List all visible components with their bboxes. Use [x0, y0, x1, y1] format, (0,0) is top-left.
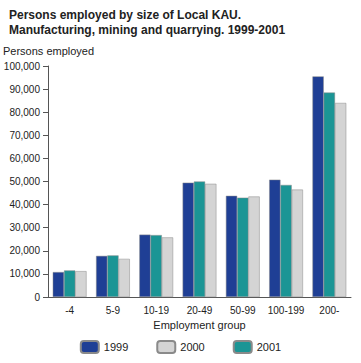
svg-text:20,000: 20,000 [9, 245, 40, 256]
svg-text:5-9: 5-9 [106, 305, 121, 316]
svg-text:0: 0 [34, 292, 40, 303]
svg-text:20-49: 20-49 [187, 305, 213, 316]
svg-text:90,000: 90,000 [9, 84, 40, 95]
svg-text:200-: 200- [319, 305, 339, 316]
svg-text:70,000: 70,000 [9, 130, 40, 141]
svg-text:-4: -4 [65, 305, 74, 316]
svg-text:50,000: 50,000 [9, 176, 40, 187]
svg-text:1999: 1999 [104, 341, 128, 353]
svg-text:40,000: 40,000 [9, 199, 40, 210]
svg-text:50-99: 50-99 [230, 305, 256, 316]
svg-text:30,000: 30,000 [9, 222, 40, 233]
svg-text:Employment group: Employment group [153, 319, 245, 331]
svg-text:Persons employed by size of Lo: Persons employed by size of Local KAU. [9, 8, 244, 22]
svg-text:Manufacturing, mining and quar: Manufacturing, mining and quarrying. 199… [9, 23, 285, 37]
svg-text:Persons employed: Persons employed [3, 45, 94, 57]
svg-text:100,000: 100,000 [4, 61, 41, 72]
svg-text:60,000: 60,000 [9, 153, 40, 164]
svg-text:2001: 2001 [257, 341, 281, 353]
svg-text:100-199: 100-199 [268, 305, 305, 316]
svg-text:2000: 2000 [180, 341, 204, 353]
svg-text:10,000: 10,000 [9, 268, 40, 279]
svg-text:80,000: 80,000 [9, 107, 40, 118]
svg-text:10-19: 10-19 [143, 305, 169, 316]
